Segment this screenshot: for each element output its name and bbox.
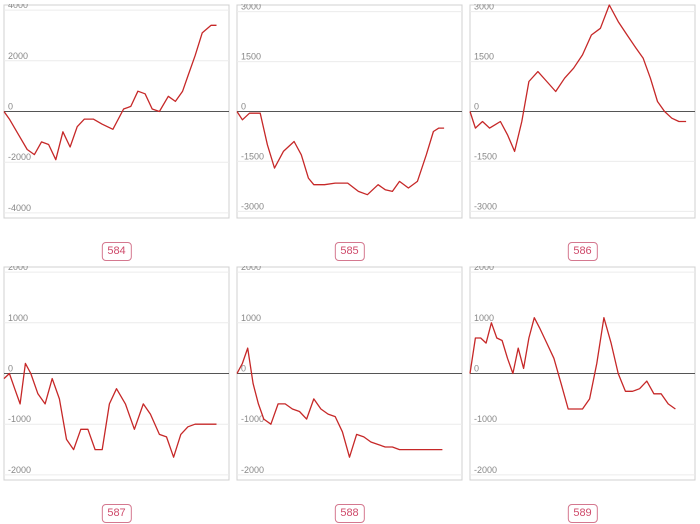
chart-panel-587: 200010000-1000-200013:0016:0019:0022:00 … xyxy=(3,266,230,523)
chart-panel-589: 200010000-1000-200013:0016:0019:0022:00 … xyxy=(469,266,696,523)
chart-badge-584[interactable]: 584 xyxy=(101,242,132,261)
y-tick-label: 3000 xyxy=(241,4,261,12)
y-tick-label: 1500 xyxy=(474,52,494,62)
y-tick-label: -1000 xyxy=(8,414,31,424)
chart-badge-588[interactable]: 588 xyxy=(334,504,365,523)
y-tick-label: -1000 xyxy=(241,414,264,424)
y-tick-label: 0 xyxy=(8,102,13,112)
y-tick-label: 4000 xyxy=(8,4,28,10)
chart-panel-584: 400020000-2000-400013:0016:0019:0022:00 … xyxy=(3,4,230,261)
y-tick-label: 1000 xyxy=(241,313,261,323)
y-tick-label: 0 xyxy=(474,364,479,374)
y-tick-label: 3000 xyxy=(474,4,494,12)
y-tick-label: 2000 xyxy=(8,266,28,272)
y-tick-label: -3000 xyxy=(474,201,497,211)
y-tick-label: -2000 xyxy=(241,465,264,475)
series-line xyxy=(236,111,445,196)
y-tick-label: 1000 xyxy=(8,313,28,323)
chart-badge-587[interactable]: 587 xyxy=(101,504,132,523)
y-tick-label: 0 xyxy=(241,364,246,374)
series-line xyxy=(236,347,443,458)
y-tick-label: -1500 xyxy=(474,151,497,161)
chart-badge-589[interactable]: 589 xyxy=(567,504,598,523)
y-tick-label: 2000 xyxy=(241,266,261,272)
y-tick-label: 0 xyxy=(8,364,13,374)
y-tick-label: -2000 xyxy=(474,465,497,475)
y-tick-label: 2000 xyxy=(8,51,28,61)
chart-badge-585[interactable]: 585 xyxy=(334,242,365,261)
chart-badge-586[interactable]: 586 xyxy=(567,242,598,261)
y-tick-label: 1000 xyxy=(474,313,494,323)
y-tick-label: 0 xyxy=(474,102,479,112)
series-line xyxy=(469,317,676,410)
y-tick-label: 1500 xyxy=(241,52,261,62)
y-tick-label: -1000 xyxy=(474,414,497,424)
y-tick-label: -1500 xyxy=(241,151,264,161)
chart-panel-585: 300015000-1500-300013:0016:0019:0022:00 … xyxy=(236,4,463,261)
chart-panel-586: 300015000-1500-300013:0016:0019:0022:00 … xyxy=(469,4,696,261)
y-tick-label: 0 xyxy=(241,102,246,112)
y-tick-label: -2000 xyxy=(8,152,31,162)
chart-panel-588: 200010000-1000-200013:0016:0019:0022:00 … xyxy=(236,266,463,523)
series-line xyxy=(3,24,217,161)
series-line xyxy=(3,362,217,458)
y-tick-label: -3000 xyxy=(241,201,264,211)
series-line xyxy=(469,4,687,153)
y-tick-label: -4000 xyxy=(8,203,31,213)
y-tick-label: 2000 xyxy=(474,266,494,272)
y-tick-label: -2000 xyxy=(8,465,31,475)
